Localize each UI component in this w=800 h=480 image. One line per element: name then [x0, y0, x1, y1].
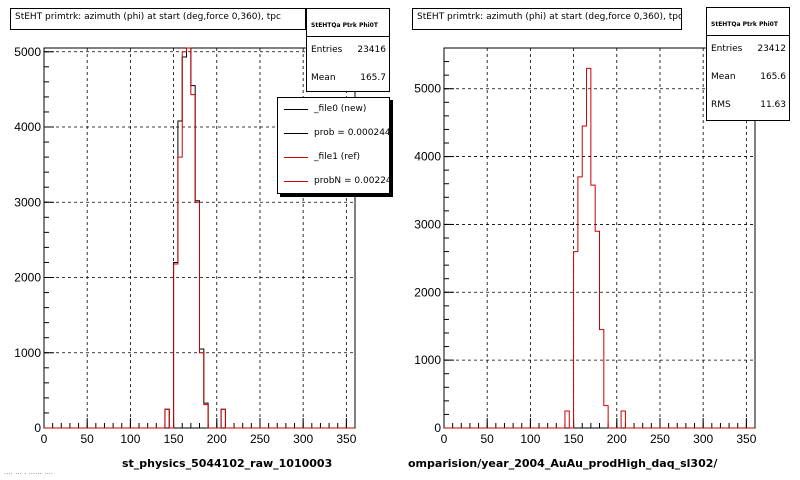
left-x-axis-title: st_physics_5044102_raw_1010003 — [122, 457, 333, 470]
right-x-tick-label: 200 — [607, 432, 627, 446]
right-stats-row-mean: Mean 165.6 — [707, 64, 789, 92]
left-histogram-title: StEHT primtrk: azimuth (phi) at start (d… — [10, 8, 306, 30]
left-x-tick-label: 200 — [207, 432, 227, 446]
left-y-tick-label: 0 — [34, 421, 41, 435]
left-stats-label: Entries — [311, 45, 343, 55]
legend-line — [284, 133, 308, 134]
right-stats-row-entries: Entries 23412 — [707, 36, 789, 64]
right-histogram-series-0 — [444, 67, 755, 429]
legend-line — [284, 109, 308, 110]
right-stats-label: Mean — [711, 72, 736, 82]
legend-item-label: prob = 0.000244 — [314, 128, 390, 138]
legend-line — [284, 157, 308, 158]
legend-item: _file1 (ref) — [278, 146, 389, 170]
right-x-tick-label: 50 — [481, 432, 495, 446]
right-y-tick-label: 2000 — [414, 285, 441, 299]
left-y-tick-label: 4000 — [14, 120, 41, 134]
left-y-tick-label: 5000 — [14, 45, 41, 59]
right-stats-label: RMS — [711, 100, 731, 110]
left-x-tick-label: 350 — [336, 432, 356, 446]
left-y-tick-label: 2000 — [14, 271, 41, 285]
left-stats-label: Mean — [311, 73, 336, 83]
right-y-tick-label: 5000 — [414, 82, 441, 96]
legend-item-label: probN = 0.00224 — [314, 176, 390, 186]
legend: _file0 (new) prob = 0.000244 _file1 (ref… — [277, 97, 390, 194]
right-stats-header: StEHTQa Ptrk Phi0T — [707, 8, 789, 36]
right-x-tick-label: 0 — [441, 432, 448, 446]
left-stats-row-mean: Mean 165.7 — [307, 65, 389, 93]
right-y-tick-label: 3000 — [414, 217, 441, 231]
right-x-tick-label: 150 — [564, 432, 584, 446]
left-x-tick-label: 150 — [164, 432, 184, 446]
right-stats-value: 23412 — [757, 44, 786, 54]
right-stats-value: 11.63 — [760, 100, 786, 110]
right-stats-value: 165.6 — [760, 72, 786, 82]
left-x-tick-label: 0 — [41, 432, 48, 446]
legend-line — [284, 181, 308, 182]
right-y-tick-label: 4000 — [414, 150, 441, 164]
legend-item-label: _file1 (ref) — [314, 152, 361, 162]
legend-item-label: _file0 (new) — [314, 104, 367, 114]
right-x-tick-label: 350 — [736, 432, 756, 446]
right-x-tick-label: 100 — [520, 432, 540, 446]
right-y-tick-label: 1000 — [414, 353, 441, 367]
right-y-tick-label: 0 — [434, 421, 441, 435]
right-x-axis-title: omparision/year_2004_AuAu_prodHigh_daq_s… — [408, 457, 718, 470]
left-y-tick-label: 3000 — [14, 195, 41, 209]
right-stats-row-rms: RMS 11.63 — [707, 92, 789, 120]
right-x-tick-label: 250 — [650, 432, 670, 446]
left-histogram-series-1 — [44, 47, 355, 429]
right-stats-box: StEHTQa Ptrk Phi0T Entries 23412 Mean 16… — [706, 7, 790, 121]
left-y-tick-label: 1000 — [14, 346, 41, 360]
right-histogram-title: StEHT primtrk: azimuth (phi) at start (d… — [412, 8, 682, 30]
right-histogram-title-text: StEHT primtrk: azimuth (phi) at start (d… — [417, 12, 682, 22]
left-x-tick-label: 250 — [250, 432, 270, 446]
left-x-tick-label: 100 — [120, 432, 140, 446]
legend-item: _file0 (new) — [278, 98, 389, 122]
left-stats-header: StEHTQa Ptrk Phi0T — [307, 9, 389, 37]
left-stats-value: 23416 — [357, 45, 386, 55]
left-stats-row-entries: Entries 23416 — [307, 37, 389, 65]
left-stats-box: StEHTQa Ptrk Phi0T Entries 23416 Mean 16… — [306, 8, 390, 92]
left-stats-value: 165.7 — [360, 73, 386, 83]
left-x-tick-label: 50 — [81, 432, 95, 446]
legend-item: prob = 0.000244 — [278, 122, 389, 146]
right-stats-label: Entries — [711, 44, 743, 54]
legend-item: probN = 0.00224 — [278, 170, 390, 193]
footer-text: ···· ··· · ······ ···· — [4, 470, 53, 478]
left-histogram-title-text: StEHT primtrk: azimuth (phi) at start (d… — [15, 12, 281, 22]
right-x-tick-label: 300 — [693, 432, 713, 446]
left-x-tick-label: 300 — [293, 432, 313, 446]
